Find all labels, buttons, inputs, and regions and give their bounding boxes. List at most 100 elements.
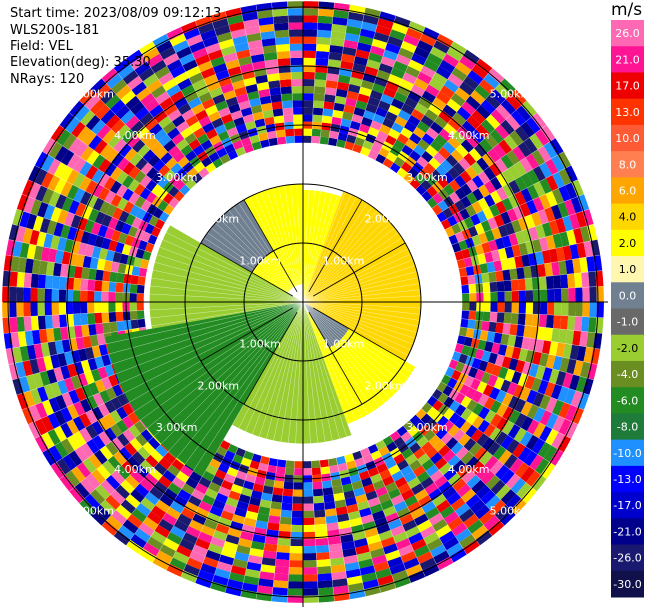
noise-gate bbox=[501, 392, 514, 407]
noise-gate bbox=[465, 387, 477, 400]
noise-gate bbox=[226, 126, 239, 138]
noise-gate bbox=[443, 467, 457, 481]
noise-gate bbox=[223, 541, 238, 552]
noise-gate bbox=[260, 564, 276, 574]
noise-gate bbox=[378, 530, 394, 542]
noise-gate bbox=[371, 83, 386, 94]
noise-gate bbox=[209, 505, 224, 517]
ray-line bbox=[113, 67, 304, 303]
noise-gate bbox=[537, 379, 549, 395]
noise-gate bbox=[379, 469, 392, 480]
noise-gate bbox=[270, 94, 282, 103]
noise-gate bbox=[289, 552, 303, 561]
noise-gate bbox=[505, 493, 522, 510]
noise-gate bbox=[471, 479, 486, 495]
noise-gate bbox=[444, 366, 455, 378]
noise-gate bbox=[40, 246, 51, 262]
noise-gate bbox=[439, 59, 456, 74]
noise-gate bbox=[119, 253, 129, 265]
noise-gate bbox=[451, 369, 462, 381]
noise-gate bbox=[364, 7, 381, 19]
noise-gate bbox=[243, 143, 254, 154]
noise-gate bbox=[487, 441, 501, 456]
noise-gate bbox=[315, 51, 330, 60]
noise-gate bbox=[90, 368, 102, 382]
noise-gate bbox=[122, 70, 139, 85]
noise-gate bbox=[223, 473, 236, 484]
noise-gate bbox=[487, 374, 498, 387]
noise-gate bbox=[477, 197, 490, 211]
noise-gate bbox=[421, 150, 434, 163]
noise-gate bbox=[261, 557, 276, 567]
noise-gate bbox=[131, 265, 141, 276]
noise-gate bbox=[249, 547, 264, 558]
noise-gate bbox=[105, 474, 121, 490]
noise-gate bbox=[158, 115, 172, 129]
colorbar-swatch bbox=[611, 229, 644, 257]
noise-gate bbox=[303, 107, 314, 115]
noise-gate bbox=[345, 568, 362, 579]
noise-gate bbox=[546, 302, 555, 316]
noise-gate bbox=[429, 451, 443, 465]
noise-gate bbox=[452, 428, 466, 442]
noise-gate bbox=[126, 49, 143, 65]
noise-gate bbox=[28, 421, 42, 439]
noise-gate bbox=[245, 120, 257, 131]
noise-gate bbox=[471, 357, 482, 370]
noise-gate bbox=[140, 199, 152, 212]
noise-gate bbox=[313, 495, 325, 504]
noise-gate bbox=[153, 480, 168, 494]
noise-gate bbox=[429, 46, 447, 60]
noise-gate bbox=[96, 464, 111, 480]
noise-gate bbox=[496, 280, 505, 292]
noise-gate bbox=[88, 453, 103, 470]
ray-line bbox=[302, 301, 598, 365]
noise-gate bbox=[152, 207, 164, 219]
noise-gate bbox=[540, 125, 556, 142]
range-label: 5.00km bbox=[72, 87, 114, 100]
noise-gate bbox=[195, 507, 210, 519]
noise-gate bbox=[166, 84, 181, 98]
noise-gate bbox=[539, 178, 553, 195]
noise-gate bbox=[115, 84, 132, 100]
noise-gate bbox=[56, 458, 72, 475]
noise-gate bbox=[248, 496, 262, 507]
ray-line bbox=[209, 15, 304, 303]
noise-gate bbox=[520, 187, 533, 203]
noise-gate bbox=[74, 105, 90, 122]
noise-gate bbox=[73, 187, 86, 203]
noise-gate bbox=[115, 104, 131, 120]
noise-gate bbox=[230, 483, 243, 494]
noise-gate bbox=[454, 502, 471, 517]
noise-gate bbox=[71, 466, 86, 483]
noise-gate bbox=[82, 255, 92, 269]
noise-gate bbox=[204, 104, 219, 116]
noise-gate bbox=[127, 75, 143, 91]
noise-gate bbox=[496, 403, 509, 418]
noise-gate bbox=[399, 513, 414, 526]
noise-gate bbox=[71, 121, 86, 138]
noise-gate bbox=[456, 335, 466, 346]
noise-gate bbox=[401, 489, 415, 501]
noise-gate bbox=[122, 402, 134, 416]
noise-gate bbox=[129, 204, 141, 217]
noise-gate bbox=[196, 133, 210, 145]
noise-gate bbox=[291, 78, 303, 87]
noise-gate bbox=[385, 512, 400, 524]
noise-gate bbox=[273, 115, 285, 124]
noise-gate bbox=[167, 127, 181, 140]
noise-gate bbox=[23, 287, 31, 302]
noise-gate bbox=[557, 386, 569, 403]
noise-gate bbox=[322, 487, 334, 496]
noise-gate bbox=[155, 91, 170, 105]
noise-gate bbox=[326, 522, 339, 531]
noise-gate bbox=[212, 18, 229, 30]
noise-gate bbox=[292, 503, 303, 511]
noise-gate bbox=[461, 248, 471, 259]
noise-gate bbox=[561, 288, 569, 302]
noise-gate bbox=[324, 94, 336, 103]
noise-gate bbox=[67, 363, 78, 378]
noise-gate bbox=[139, 478, 154, 492]
noise-gate bbox=[303, 496, 314, 504]
noise-gate bbox=[400, 161, 413, 173]
